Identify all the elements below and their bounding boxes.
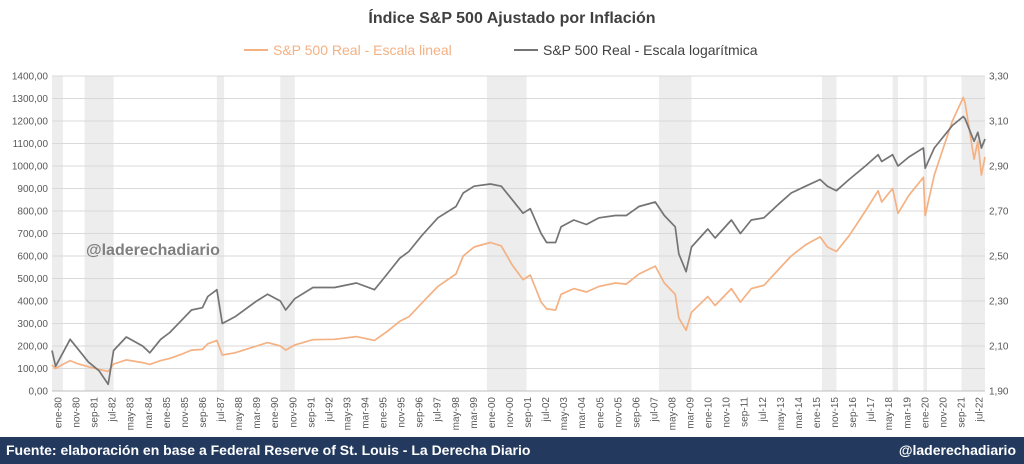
x-tick-label: may-18 <box>884 397 895 431</box>
y-left-tick-label: 1300,00 <box>12 94 49 105</box>
y-left-tick-label: 500,00 <box>17 274 48 285</box>
x-tick-label: ene-10 <box>704 397 715 429</box>
y-left-tick-label: 1100,00 <box>13 139 49 150</box>
x-tick-label: sep-81 <box>90 397 101 428</box>
x-tick-label: nov-00 <box>505 397 516 428</box>
x-tick-label: jul-92 <box>324 397 335 423</box>
x-tick-label: mar-14 <box>794 397 805 429</box>
series-lines <box>51 96 986 386</box>
x-tick-label: ene-80 <box>54 397 65 429</box>
x-tick-label: jul-12 <box>758 397 769 423</box>
grid-lines <box>52 75 985 392</box>
x-axis: ene-80 nov-80 sep-81 jul-82 may-83 mar-84 ene-… <box>54 397 986 431</box>
x-tick-label: sep-01 <box>523 397 534 428</box>
x-tick-label: ene-85 <box>162 397 173 429</box>
x-tick-label: jul-97 <box>433 397 444 423</box>
y-right-tick-label: 2,70 <box>989 207 1009 218</box>
x-tick-label: sep-21 <box>956 397 967 428</box>
x-tick-label: sep-16 <box>848 397 859 428</box>
x-tick-label: may-98 <box>451 397 462 431</box>
x-tick-label: mar-84 <box>144 397 155 429</box>
chart-svg: Índice S&P 500 Ajustado por Inflación S&… <box>11 8 1009 431</box>
x-tick-label: may-13 <box>776 397 787 431</box>
x-tick-label: mar-04 <box>577 397 588 429</box>
legend-label-log: S&P 500 Real - Escala logarítmica <box>543 42 758 58</box>
y-right-axis: 1,90 2,10 2,30 2,50 2,70 2,90 3,10 3,30 <box>989 72 1009 398</box>
x-tick-label: ene-95 <box>379 397 390 429</box>
x-tick-label: ene-05 <box>595 397 606 429</box>
x-tick-label: may-08 <box>668 397 679 431</box>
y-right-tick-label: 2,90 <box>989 162 1009 173</box>
watermark-label: @laderechadiario <box>86 242 220 259</box>
x-tick-label: nov-20 <box>938 397 949 428</box>
x-tick-label: nov-10 <box>722 397 733 428</box>
x-tick-label: nov-80 <box>72 397 83 428</box>
x-tick-label: nov-85 <box>180 397 191 428</box>
x-tick-label: sep-96 <box>415 397 426 428</box>
x-tick-label: jul-87 <box>216 397 227 423</box>
x-tick-label: ene-20 <box>920 397 931 429</box>
x-tick-label: jul-07 <box>649 397 660 423</box>
y-left-tick-label: 0,00 <box>29 387 49 398</box>
x-tick-label: sep-11 <box>740 397 751 427</box>
y-left-tick-label: 1400,00 <box>12 72 49 83</box>
y-left-axis: 0,00 100,00 200,00 300,00 400,00 500,00 600,00… <box>12 72 49 398</box>
x-tick-label: sep-86 <box>198 397 209 428</box>
x-tick-label: ene-00 <box>487 397 498 429</box>
y-right-tick-label: 2,10 <box>989 342 1009 353</box>
x-tick-label: sep-91 <box>306 397 317 428</box>
x-tick-label: nov-95 <box>397 397 408 428</box>
x-tick-label: jul-17 <box>866 397 877 423</box>
x-tick-label: mar-94 <box>361 397 372 429</box>
x-tick-label: jul-02 <box>541 397 552 423</box>
y-right-tick-label: 3,30 <box>989 72 1009 83</box>
x-tick-label: nov-15 <box>830 397 841 428</box>
x-tick-label: jul-82 <box>108 397 119 423</box>
x-tick-label: jul-22 <box>975 397 986 423</box>
y-left-tick-label: 100,00 <box>17 364 48 375</box>
y-left-tick-label: 600,00 <box>17 252 48 263</box>
x-tick-label: may-83 <box>126 397 137 431</box>
chart-title: Índice S&P 500 Ajustado por Inflación <box>368 8 655 27</box>
x-tick-label: ene-90 <box>270 397 281 429</box>
y-right-tick-label: 2,30 <box>989 297 1009 308</box>
series-line-log <box>51 115 986 386</box>
legend: S&P 500 Real - Escala lineal S&P 500 Rea… <box>244 42 758 58</box>
y-right-tick-label: 1,90 <box>989 387 1009 398</box>
footer-source: Fuente: elaboración en base a Federal Re… <box>6 442 531 458</box>
x-tick-label: mar-99 <box>469 397 480 429</box>
x-tick-label: mar-89 <box>252 397 263 429</box>
footer-bar: Fuente: elaboración en base a Federal Re… <box>0 437 1024 464</box>
x-tick-label: sep-06 <box>631 397 642 428</box>
y-right-tick-label: 2,50 <box>989 252 1009 263</box>
y-left-tick-label: 900,00 <box>17 184 48 195</box>
x-tick-label: may-88 <box>234 397 245 431</box>
y-left-tick-label: 700,00 <box>17 229 48 240</box>
y-left-tick-label: 400,00 <box>17 297 48 308</box>
footer-brand: @laderechadiario <box>898 442 1016 458</box>
x-tick-label: nov-05 <box>613 397 624 428</box>
y-left-tick-label: 200,00 <box>17 342 48 353</box>
y-left-tick-label: 800,00 <box>17 207 48 218</box>
x-tick-label: mar-19 <box>902 397 913 429</box>
y-left-tick-label: 1200,00 <box>12 117 49 128</box>
x-tick-label: ene-15 <box>812 397 823 429</box>
y-right-tick-label: 3,10 <box>989 117 1009 128</box>
x-tick-label: may-93 <box>342 397 353 431</box>
x-tick-label: nov-90 <box>288 397 299 428</box>
x-tick-label: mar-09 <box>686 397 697 429</box>
series-line-lineal <box>51 96 986 373</box>
legend-label-lineal: S&P 500 Real - Escala lineal <box>273 42 452 58</box>
x-tick-label: may-03 <box>559 397 570 431</box>
y-left-tick-label: 1000,00 <box>12 162 49 173</box>
y-left-tick-label: 300,00 <box>17 319 48 330</box>
